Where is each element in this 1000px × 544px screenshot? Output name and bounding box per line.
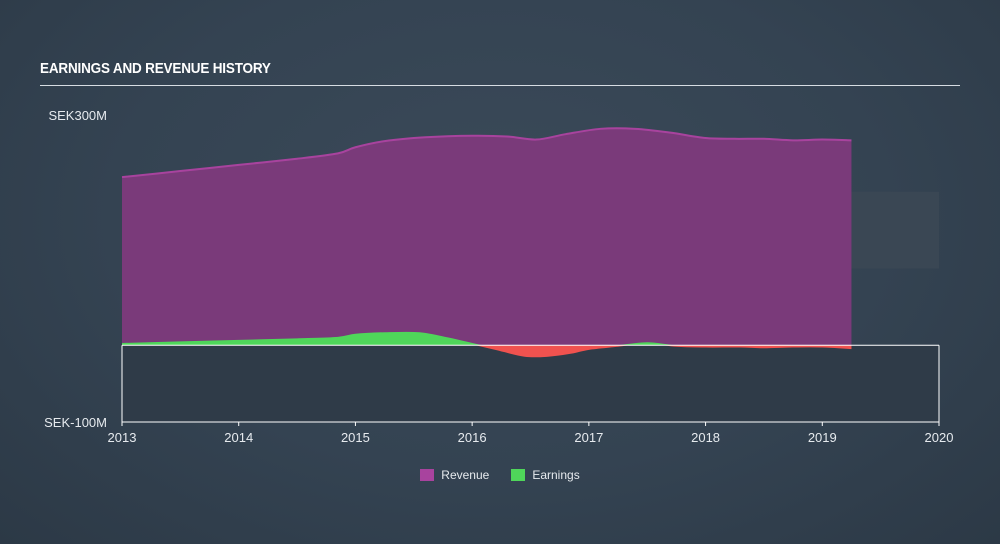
- revenue-swatch: [420, 469, 435, 481]
- earnings-swatch: [511, 469, 526, 481]
- legend-label-earnings: Earnings: [532, 468, 580, 482]
- revenue-line: [121, 127, 852, 179]
- x-tick-label: 2014: [224, 430, 253, 445]
- legend-item-earnings[interactable]: Earnings: [511, 468, 580, 482]
- title-divider: [40, 85, 960, 86]
- negative-region-band: [122, 345, 939, 422]
- axes: [121, 345, 940, 423]
- series-areas: [121, 127, 852, 358]
- earnings-negative-area: [122, 345, 852, 357]
- x-tick-label: 2015: [341, 430, 370, 445]
- earnings-line-positive: [121, 331, 677, 346]
- revenue-area: [122, 128, 852, 346]
- x-tick-label: 2018: [691, 430, 720, 445]
- x-tick-label: 2017: [574, 430, 603, 445]
- legend: Revenue Earnings: [0, 468, 1000, 482]
- future-shading-band: [851, 191, 939, 269]
- x-tick-label: 2013: [108, 430, 137, 445]
- x-tick-label: 2019: [808, 430, 837, 445]
- chart-title: EARNINGS AND REVENUE HISTORY: [40, 60, 271, 77]
- legend-item-revenue[interactable]: Revenue: [420, 468, 489, 482]
- y-tick-label: SEK300M: [48, 108, 107, 123]
- y-tick-label: SEK-100M: [44, 415, 107, 430]
- x-tick-label: 2020: [925, 430, 954, 445]
- earnings-line-negative: [475, 345, 852, 358]
- x-tick-label: 2016: [458, 430, 487, 445]
- tick-labels: 2013 2014 2015 2016 2017 2018 2019 2020 SEK300M S…: [44, 108, 953, 445]
- legend-label-revenue: Revenue: [441, 468, 490, 482]
- earnings-positive-area: [122, 332, 852, 346]
